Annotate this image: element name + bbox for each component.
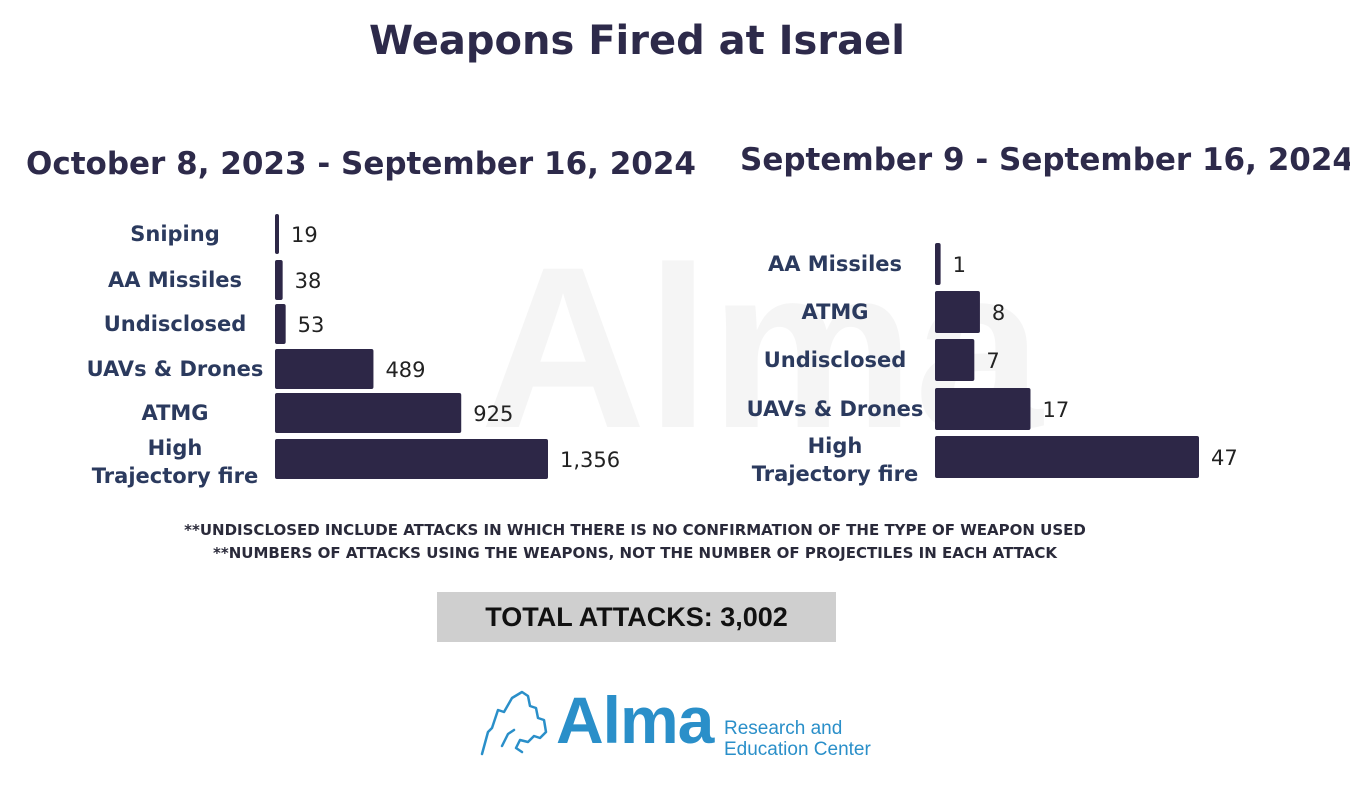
logo-name: Alma [556, 683, 714, 757]
category-label-uavs-drones: UAVs & Drones [747, 397, 924, 421]
chart-left: 19 Sniping 38 AA Missiles 53 Undisclosed 489 UA… [87, 214, 620, 488]
map-silhouette-icon [480, 690, 548, 756]
category-label-high-trajectory-fire: High Trajectory fire [92, 436, 258, 488]
logo-subtitle-line-2: Education Center [724, 739, 871, 760]
total-attacks-badge: TOTAL ATTACKS: 3,002 [437, 592, 836, 642]
bar-atmg [275, 393, 462, 433]
value-label-aa-missiles: 1 [953, 253, 966, 277]
value-label-undisclosed: 53 [298, 313, 325, 337]
bar-high-trajectory-fire [275, 439, 548, 479]
chart-right: 1 AA Missiles 8 ATMG 7 Undisclosed 17 UAVs & Dr… [747, 243, 1238, 486]
value-label-undisclosed: 7 [986, 349, 999, 373]
footnote-attack-count: **NUMBERS OF ATTACKS USING THE WEAPONS, … [213, 544, 1057, 562]
category-label-undisclosed: Undisclosed [104, 312, 247, 336]
category-label-sniping: Sniping [130, 222, 220, 246]
footnote-undisclosed: **UNDISCLOSED INCLUDE ATTACKS IN WHICH T… [184, 521, 1086, 539]
bar-undisclosed [275, 304, 286, 344]
category-label-atmg: ATMG [801, 300, 868, 324]
bar-undisclosed [935, 339, 975, 381]
bar-uavs-drones [935, 388, 1031, 430]
logo-subtitle: Research and Education Center [724, 718, 871, 760]
value-label-high-trajectory-fire: 1,356 [560, 448, 620, 472]
chart-left-title: October 8, 2023 - September 16, 2024 [26, 146, 696, 182]
category-label-atmg: ATMG [141, 401, 208, 425]
chart-right-title: September 9 - September 16, 2024 [740, 142, 1350, 178]
bar-aa-missiles [275, 260, 283, 300]
category-label-undisclosed: Undisclosed [764, 348, 907, 372]
logo-subtitle-line-1: Research and [724, 718, 843, 739]
category-label-aa-missiles: AA Missiles [768, 252, 902, 276]
value-label-sniping: 19 [291, 223, 318, 247]
bar-atmg [935, 291, 980, 333]
value-label-atmg: 8 [992, 301, 1005, 325]
category-label-aa-missiles: AA Missiles [108, 268, 242, 292]
page-title: Weapons Fired at Israel [369, 18, 905, 64]
bar-high-trajectory-fire [935, 436, 1199, 478]
bar-sniping [275, 214, 279, 254]
value-label-high-trajectory-fire: 47 [1211, 446, 1238, 470]
value-label-uavs-drones: 17 [1042, 398, 1069, 422]
category-label-uavs-drones: UAVs & Drones [87, 357, 264, 381]
value-label-atmg: 925 [473, 402, 513, 426]
value-label-aa-missiles: 38 [295, 269, 322, 293]
bar-aa-missiles [935, 243, 941, 285]
alma-logo: Alma Research and Education Center [478, 683, 918, 760]
value-label-uavs-drones: 489 [385, 358, 425, 382]
category-label-high-trajectory-fire: High Trajectory fire [752, 434, 918, 486]
bar-uavs-drones [275, 349, 374, 389]
